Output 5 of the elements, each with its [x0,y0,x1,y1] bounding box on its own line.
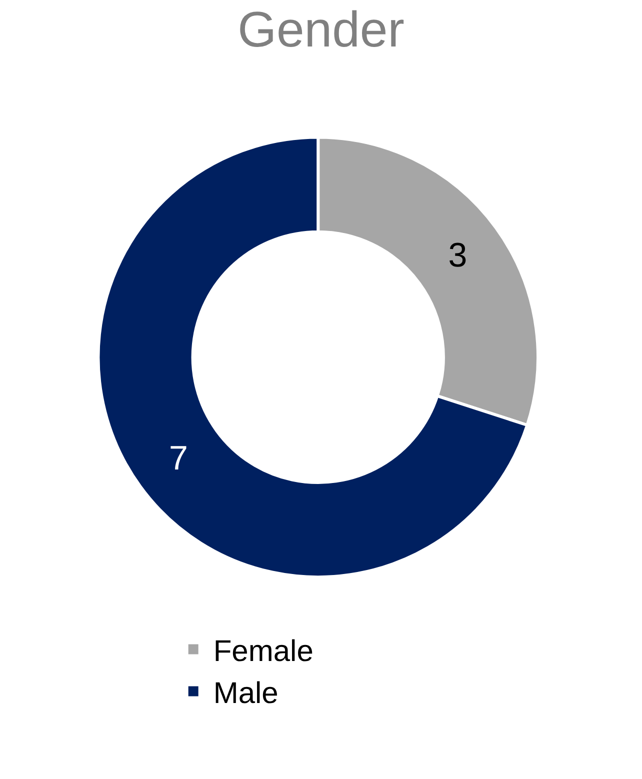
data-label: 7 [169,440,188,478]
legend-label: Male [213,676,278,710]
chart-title: Gender [238,2,404,58]
data-label: 3 [448,236,468,275]
legend-label: Female [213,634,314,668]
